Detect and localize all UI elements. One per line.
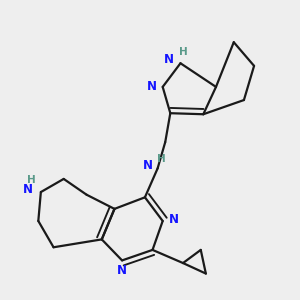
Text: N: N (142, 159, 152, 172)
Text: N: N (146, 80, 157, 93)
Text: H: H (27, 176, 36, 185)
Text: N: N (164, 52, 174, 65)
Text: N: N (23, 183, 33, 196)
Text: H: H (178, 47, 188, 57)
Text: H: H (157, 154, 166, 164)
Text: N: N (117, 264, 127, 278)
Text: N: N (169, 213, 179, 226)
